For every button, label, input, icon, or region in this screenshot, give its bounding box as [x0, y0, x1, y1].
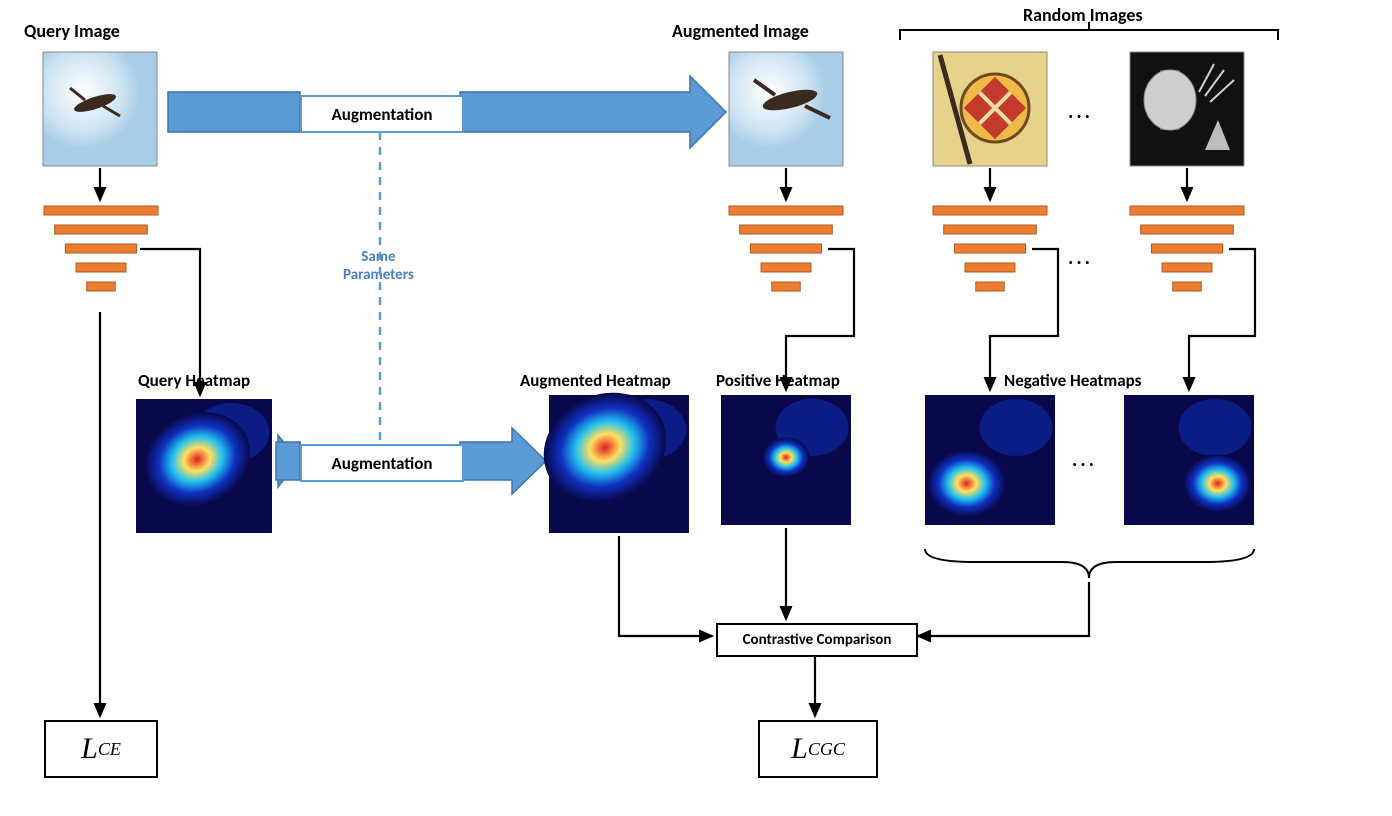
label-query-heatmap: Query Heatmap: [138, 370, 250, 391]
query-image: [43, 52, 157, 166]
dots-images: ...: [1068, 100, 1093, 124]
label-random-images: Random Images: [1023, 4, 1143, 26]
brace-negatives: [925, 549, 1254, 578]
label-same-params: SameParameters: [343, 248, 414, 284]
big-arrow-top-left: [168, 92, 300, 132]
big-arrow-bot-in: [276, 442, 300, 480]
big-arrow-bot-left: [278, 435, 298, 487]
random-image-1: [933, 52, 1047, 166]
label-query-image: Query Image: [24, 20, 120, 42]
contrastive-box: Contrastive Comparison: [716, 623, 918, 657]
random-image-2: [1130, 52, 1244, 166]
label-augmented-heatmap: Augmented Heatmap: [520, 370, 671, 391]
augmented-image: [729, 52, 843, 166]
label-positive-heatmap: Positive Heatmap: [716, 370, 840, 391]
diagram-canvas: [0, 0, 1392, 816]
dots-cnn: ...: [1068, 246, 1093, 270]
augmentation-box-top: Augmentation: [300, 95, 464, 133]
big-arrow-top-right: [460, 76, 726, 148]
loss-ce-box: LCE: [44, 720, 158, 778]
dots-heat: ...: [1072, 448, 1097, 472]
cnn-group: [44, 206, 1244, 291]
augmentation-box-bottom: Augmentation: [300, 444, 464, 482]
big-arrow-bot-out: [460, 428, 546, 494]
bracket-random-images: [900, 30, 1278, 40]
label-negative-heatmaps: Negative Heatmaps: [1004, 370, 1141, 391]
loss-cgc-box: LCGC: [758, 720, 878, 778]
label-augmented-image: Augmented Image: [672, 20, 809, 42]
